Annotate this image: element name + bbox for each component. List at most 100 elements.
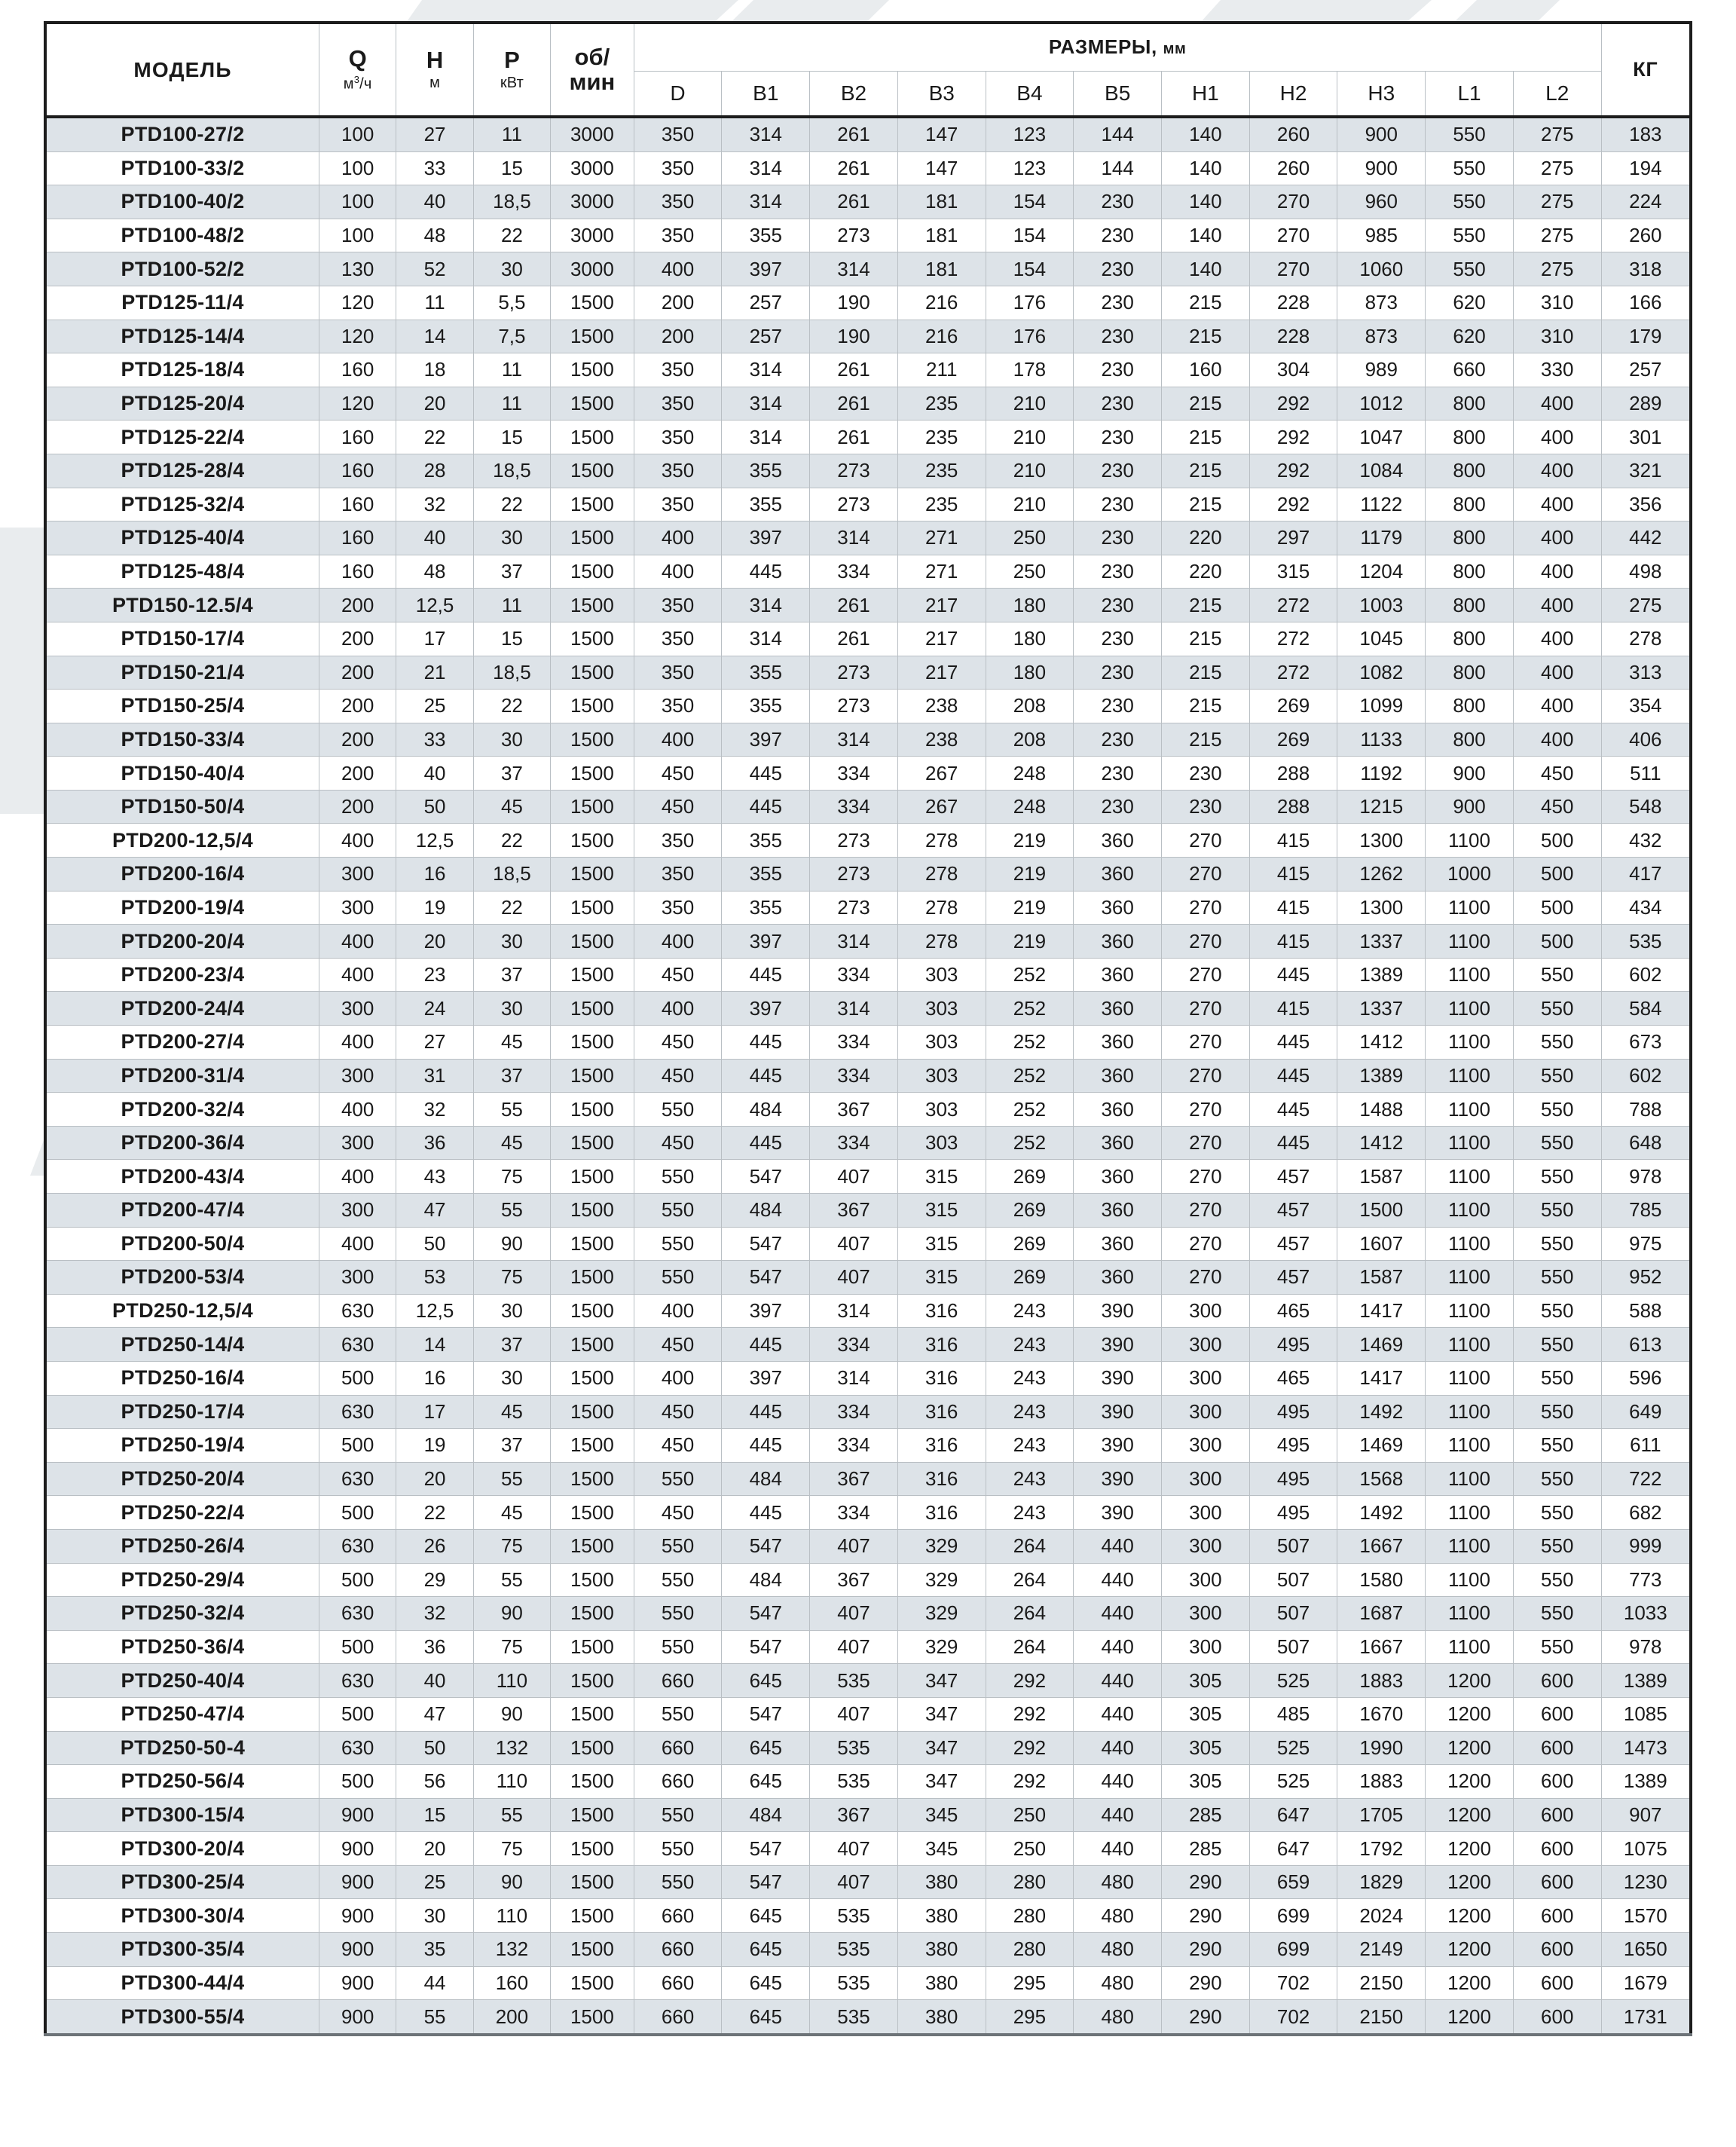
- cell-value: 40: [396, 185, 474, 219]
- cell-value: 110: [472, 1898, 552, 1934]
- cell-value: 873: [1337, 285, 1426, 320]
- cell-value: 647: [1249, 1797, 1338, 1833]
- cell-value: 1100: [1425, 1025, 1514, 1060]
- cell-value: 620: [1425, 319, 1514, 354]
- table-row: PTD125-40/4 160 40 30 1500 400 397 314 271 250 230…: [45, 521, 1691, 555]
- cell-value: 390: [1073, 1360, 1162, 1396]
- cell-value: 550: [1512, 1394, 1602, 1430]
- cell-value: 303: [897, 1125, 986, 1161]
- cell-value: 47: [396, 1696, 474, 1732]
- cell-value: 630: [318, 1327, 397, 1362]
- cell-model: PTD300-30/4: [45, 1898, 319, 1934]
- cell-value: 500: [318, 1629, 397, 1665]
- cell-value: 648: [1600, 1125, 1691, 1161]
- table-row: PTD200-31/4 300 31 37 1500 450 445 334 303 252 360…: [45, 1058, 1691, 1093]
- cell-value: 315: [897, 1226, 986, 1262]
- cell-value: 355: [721, 689, 811, 723]
- cell-value: 261: [809, 420, 898, 454]
- cell-value: 445: [721, 1428, 811, 1463]
- cell-value: 2150: [1337, 1999, 1426, 2036]
- cell-value: 217: [897, 655, 986, 690]
- cell-value: 290: [1161, 1932, 1250, 1967]
- header-p-unit: кВт: [500, 75, 524, 92]
- cell-value: 334: [809, 1058, 898, 1093]
- cell-value: 154: [985, 185, 1074, 219]
- cell-value: 314: [721, 151, 811, 186]
- cell-value: 1500: [550, 823, 634, 858]
- cell-value: 285: [1161, 1797, 1250, 1833]
- header-dim-b5: B5: [1073, 71, 1162, 118]
- cell-value: 440: [1073, 1562, 1162, 1598]
- cell-value: 355: [721, 487, 811, 522]
- cell-value: 550: [633, 1226, 723, 1262]
- cell-value: 1500: [550, 1831, 634, 1866]
- cell-value: 269: [985, 1193, 1074, 1228]
- cell-value: 457: [1249, 1260, 1338, 1295]
- cell-value: 270: [1249, 185, 1338, 219]
- cell-value: 166: [1600, 285, 1691, 320]
- cell-value: 30: [472, 1360, 552, 1396]
- cell-value: 334: [809, 1327, 898, 1362]
- cell-model: PTD250-47/4: [45, 1696, 319, 1732]
- cell-value: 315: [1249, 554, 1338, 589]
- cell-model: PTD250-14/4: [45, 1327, 319, 1362]
- cell-value: 33: [396, 151, 474, 186]
- cell-value: 1100: [1425, 1226, 1514, 1262]
- cell-value: 304: [1249, 353, 1338, 387]
- cell-value: 273: [809, 823, 898, 858]
- cell-value: 216: [897, 319, 986, 354]
- cell-value: 75: [472, 1159, 552, 1194]
- cell-value: 292: [985, 1730, 1074, 1766]
- cell-value: 55: [472, 1797, 552, 1833]
- cell-value: 645: [721, 1730, 811, 1766]
- header-head: H м: [396, 21, 474, 118]
- cell-value: 1200: [1425, 1965, 1514, 2001]
- cell-value: 400: [633, 1360, 723, 1396]
- cell-value: 21: [396, 655, 474, 690]
- cell-model: PTD125-20/4: [45, 386, 319, 421]
- cell-value: 550: [1512, 1025, 1602, 1060]
- cell-value: 305: [1161, 1663, 1250, 1698]
- header-dimensions-group: РАЗМЕРЫ, мм: [633, 21, 1602, 72]
- table-row: PTD200-43/4 400 43 75 1500 550 547 407 315 269 360…: [45, 1159, 1691, 1194]
- cell-value: 535: [809, 1965, 898, 2001]
- cell-value: 45: [472, 1394, 552, 1430]
- cell-value: 270: [1161, 1025, 1250, 1060]
- cell-value: 550: [1425, 185, 1514, 219]
- cell-value: 100: [318, 185, 397, 219]
- table-row: PTD250-16/4 500 16 30 1500 400 397 314 316 243 390…: [45, 1360, 1691, 1396]
- cell-value: 397: [721, 722, 811, 757]
- cell-value: 480: [1073, 1965, 1162, 2001]
- cell-value: 495: [1249, 1428, 1338, 1463]
- cell-value: 1045: [1337, 621, 1426, 656]
- cell-value: 230: [1073, 453, 1162, 488]
- cell-value: 547: [721, 1528, 811, 1564]
- cell-value: 1500: [550, 588, 634, 622]
- cell-value: 1500: [550, 1025, 634, 1060]
- cell-value: 1500: [550, 1092, 634, 1127]
- cell-value: 278: [897, 924, 986, 959]
- cell-value: 100: [318, 116, 397, 152]
- table-row: PTD200-20/4 400 20 30 1500 400 397 314 278 219 360…: [45, 924, 1691, 959]
- cell-value: 400: [1512, 722, 1602, 757]
- cell-value: 999: [1600, 1528, 1691, 1564]
- cell-value: 440: [1073, 1730, 1162, 1766]
- cell-value: 1389: [1337, 957, 1426, 992]
- cell-value: 292: [1249, 453, 1338, 488]
- cell-value: 699: [1249, 1932, 1338, 1967]
- cell-value: 25: [396, 1864, 474, 1900]
- cell-value: 215: [1161, 487, 1250, 522]
- cell-value: 547: [721, 1596, 811, 1631]
- cell-value: 248: [985, 756, 1074, 791]
- cell-value: 160: [318, 420, 397, 454]
- cell-value: 535: [809, 1932, 898, 1967]
- cell-value: 350: [633, 487, 723, 522]
- cell-value: 400: [1512, 655, 1602, 690]
- cell-value: 354: [1600, 689, 1691, 723]
- cell-value: 270: [1161, 1226, 1250, 1262]
- table-row: PTD300-35/4 900 35 132 1500 660 645 535 380 280 48…: [45, 1932, 1691, 1967]
- cell-value: 90: [472, 1696, 552, 1732]
- cell-value: 100: [318, 218, 397, 253]
- cell-value: 289: [1600, 386, 1691, 421]
- cell-value: 390: [1073, 1428, 1162, 1463]
